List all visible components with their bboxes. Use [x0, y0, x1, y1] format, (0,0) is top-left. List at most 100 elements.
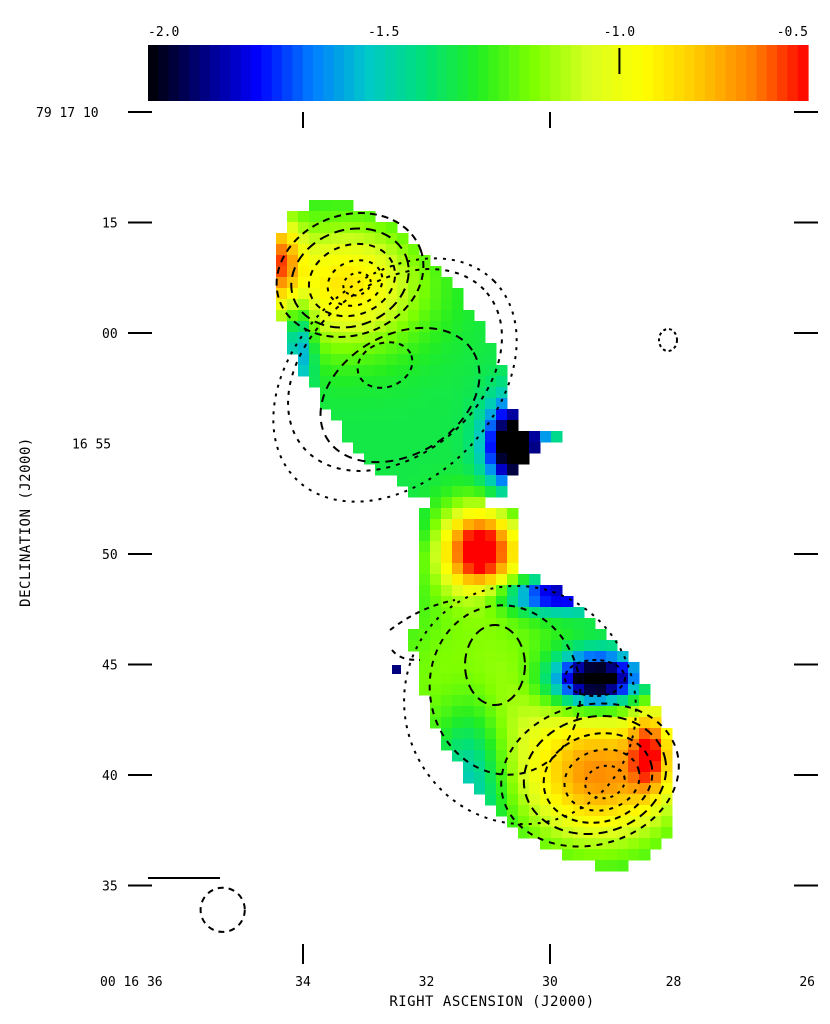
map-pixel [419, 343, 431, 355]
map-pixel [507, 585, 519, 597]
map-pixel [496, 739, 508, 751]
map-pixel [518, 805, 530, 817]
map-pixel [518, 728, 530, 740]
contour-level [542, 732, 654, 824]
map-pixel [529, 717, 541, 729]
map-pixel [529, 728, 541, 740]
map-pixel [518, 673, 530, 685]
y-tick-label: 79 17 10 [36, 106, 99, 121]
map-pixel [320, 233, 332, 245]
map-pixel [661, 761, 673, 773]
map-pixel [353, 420, 365, 432]
map-pixel [320, 365, 332, 377]
map-pixel [518, 662, 530, 674]
map-pixel [650, 706, 662, 718]
contour-level [584, 764, 626, 800]
contour-level [287, 268, 503, 472]
map-pixel [386, 365, 398, 377]
colorbar-swatch [178, 45, 190, 101]
y-axis: 79 17 10 15 00 16 55 50 45 40 35 [36, 106, 818, 895]
map-pixel [617, 794, 629, 806]
map-pixel [485, 629, 497, 641]
map-pixel [463, 530, 475, 542]
map-pixel [584, 750, 596, 762]
map-pixel [353, 332, 365, 344]
map-pixel [474, 343, 486, 355]
x-tick-label: 30 [542, 975, 558, 990]
map-pixel [573, 651, 585, 663]
map-pixel [628, 662, 640, 674]
map-pixel [452, 530, 464, 542]
map-pixel [507, 728, 519, 740]
map-pixel [364, 211, 376, 223]
map-pixel [386, 288, 398, 300]
map-pixel [595, 651, 607, 663]
map-pixel [441, 343, 453, 355]
map-pixel [419, 618, 431, 630]
map-pixel [474, 607, 486, 619]
map-pixel [474, 354, 486, 366]
map-pixel [452, 332, 464, 344]
colorbar-swatch [282, 45, 293, 101]
map-pixel [392, 665, 401, 674]
map-pixel [386, 277, 398, 289]
map-pixel [485, 618, 497, 630]
colorbar-swatch [684, 45, 696, 101]
map-pixel [639, 783, 651, 795]
map-pixel [430, 607, 442, 619]
colorbar-swatch [364, 45, 376, 101]
colorbar-swatch [333, 45, 345, 101]
map-pixel [617, 805, 629, 817]
contour-level [522, 714, 668, 836]
map-pixel [463, 695, 475, 707]
map-pixel [518, 574, 530, 586]
map-pixel [617, 761, 629, 773]
map-pixel [639, 761, 651, 773]
map-pixel [430, 475, 442, 487]
map-pixel [529, 695, 541, 707]
map-pixel [419, 651, 431, 663]
map-pixel [496, 794, 508, 806]
colorbar-swatch [189, 45, 201, 101]
map-pixel [441, 563, 453, 575]
map-pixel [331, 387, 343, 399]
y-tick-label: 16 55 [72, 438, 111, 453]
map-pixel [397, 343, 409, 355]
map-pixel [639, 838, 651, 850]
map-pixel [584, 794, 596, 806]
map-pixel [628, 838, 640, 850]
map-pixel [452, 585, 464, 597]
colorbar-swatch [704, 45, 716, 101]
colorbar-swatch [643, 45, 654, 101]
map-pixel [485, 662, 497, 674]
map-pixel [408, 332, 420, 344]
map-pixel [342, 343, 354, 355]
map-pixel [474, 321, 486, 333]
map-pixel [518, 585, 530, 597]
map-pixel [430, 387, 442, 399]
map-pixel [276, 266, 288, 278]
map-pixel [320, 244, 332, 256]
map-pixel [529, 684, 541, 696]
map-pixel [331, 233, 343, 245]
map-pixel [584, 651, 596, 663]
map-pixel [408, 442, 420, 454]
map-pixel [452, 464, 464, 476]
map-pixel [584, 816, 596, 828]
map-pixel [342, 211, 354, 223]
map-pixel [386, 222, 398, 234]
map-pixel [463, 321, 475, 333]
map-pixel [276, 310, 288, 322]
map-pixel [639, 849, 651, 861]
map-pixel [496, 805, 508, 817]
map-pixel [375, 409, 387, 421]
map-pixel [573, 750, 585, 762]
map-pixel [606, 805, 618, 817]
map-pixel [397, 310, 409, 322]
map-pixel [650, 739, 662, 751]
map-pixel [485, 706, 497, 718]
map-pixel [529, 618, 541, 630]
map-pixel [353, 321, 365, 333]
map-pixel [397, 409, 409, 421]
map-pixel [342, 332, 354, 344]
